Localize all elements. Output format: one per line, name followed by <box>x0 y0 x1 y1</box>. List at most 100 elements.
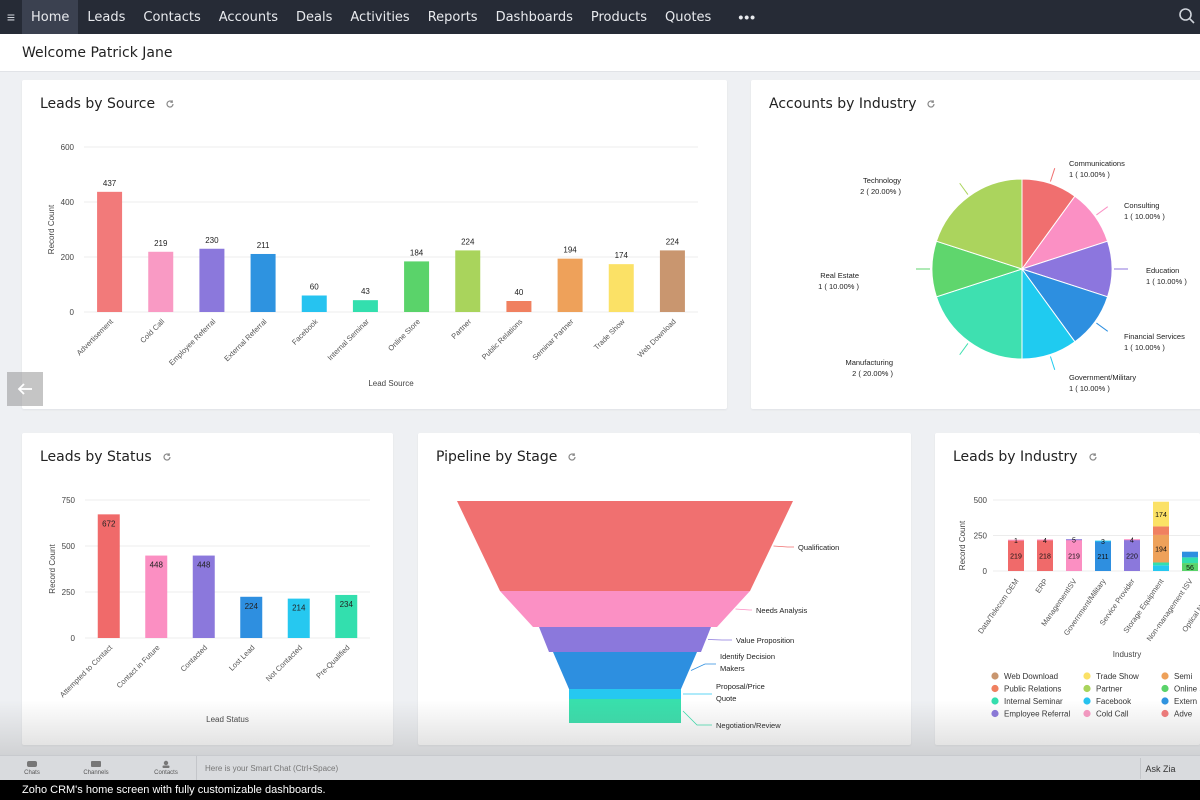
refresh-icon[interactable] <box>1088 452 1098 462</box>
bar <box>455 250 481 312</box>
bar-segment <box>1153 526 1169 535</box>
leader-line <box>682 710 712 726</box>
search-icon[interactable] <box>1178 7 1196 25</box>
bar <box>192 555 215 638</box>
more-icon[interactable]: ••• <box>738 9 757 25</box>
legend-swatch <box>1161 684 1169 693</box>
y-tick-label: 600 <box>61 143 75 152</box>
nav-dashboards[interactable]: Dashboards <box>495 9 573 25</box>
legend-label: Facebook <box>1096 697 1132 706</box>
nav-home[interactable]: Home <box>22 0 79 34</box>
legend-label: Partner <box>1096 685 1123 694</box>
stage-label: Needs Analysis <box>756 606 808 615</box>
x-tick-label: Public Relations <box>480 317 525 362</box>
contacts-button[interactable]: Contacts <box>152 760 180 776</box>
data-label: 224 <box>666 237 680 246</box>
legend-label: Extern <box>1174 697 1197 706</box>
bar <box>250 253 276 312</box>
x-tick-label: Web Download <box>636 317 678 359</box>
menu-icon[interactable]: ≡ <box>6 9 16 25</box>
bar-segment <box>1095 541 1111 571</box>
legend-swatch <box>1083 697 1091 705</box>
legend-swatch <box>991 672 999 680</box>
x-tick-label: Seminar Partner <box>531 317 576 362</box>
y-tick-label: 0 <box>70 308 75 317</box>
segment-label: 1 <box>1014 538 1018 545</box>
x-tick-label: Partner <box>449 317 473 341</box>
nav-reports[interactable]: Reports <box>427 9 478 25</box>
back-arrow-button[interactable] <box>7 372 43 406</box>
smart-chat-input[interactable]: Here is your Smart Chat (Ctrl+Space) <box>196 756 1136 780</box>
slice-value: 1 ( 10.00% ) <box>1124 343 1165 352</box>
bar <box>506 301 532 312</box>
legend-label: Adve <box>1174 710 1193 719</box>
x-tick-label: Not Contacted <box>264 643 304 683</box>
slice-label: Financial Services <box>1124 332 1185 341</box>
y-tick-label: 500 <box>974 496 988 505</box>
bar-segment <box>1066 539 1082 541</box>
bar-segment <box>1153 562 1169 566</box>
bar <box>287 598 310 638</box>
refresh-icon[interactable] <box>926 99 936 109</box>
chats-label: Chats <box>24 770 40 776</box>
card-title: Pipeline by Stage <box>436 449 577 465</box>
y-axis-label: Record Count <box>47 204 56 254</box>
channels-button[interactable]: Channels <box>82 760 110 776</box>
nav-accounts[interactable]: Accounts <box>218 9 279 25</box>
funnel-stage <box>500 591 750 627</box>
data-label: 448 <box>150 561 164 570</box>
x-tick-label: Contacted <box>179 643 210 674</box>
y-tick-label: 250 <box>62 588 76 597</box>
data-label: 224 <box>245 602 259 611</box>
x-tick-label: Attempted to Contact <box>58 642 115 699</box>
y-tick-label: 400 <box>61 198 75 207</box>
welcome-text: Welcome Patrick Jane <box>22 44 173 61</box>
legend-swatch <box>1161 697 1169 705</box>
y-tick-label: 0 <box>71 634 76 643</box>
slice-value: 1 ( 10.00% ) <box>1069 170 1110 179</box>
slice-label: Consulting <box>1124 201 1159 210</box>
funnel-stage <box>457 501 793 591</box>
x-tick-label: Employee Referral <box>167 317 218 368</box>
funnel-stage <box>569 699 681 723</box>
legend-label: Trade Show <box>1096 672 1139 681</box>
refresh-icon[interactable] <box>165 99 175 109</box>
card-title: Leads by Source <box>40 96 175 112</box>
leads-by-status-chart: 0 250 500 750 672 Attempted to Contact 448 Cont… <box>48 496 370 724</box>
ask-zia-button[interactable]: Ask Zia <box>1140 758 1180 779</box>
bottom-shade <box>0 700 1200 755</box>
video-caption: Zoho CRM's home screen with fully custom… <box>0 780 1200 800</box>
nav-contacts[interactable]: Contacts <box>143 9 201 25</box>
segment-label: 194 <box>1155 547 1167 554</box>
nav-deals[interactable]: Deals <box>296 9 333 25</box>
bar-segment <box>1008 539 1024 541</box>
legend-label: Internal Seminar <box>1004 697 1063 706</box>
segment-label: 4 <box>1130 537 1134 544</box>
segment-label: 4 <box>1043 538 1047 545</box>
leads-by-source-chart: 0 200 400 600 437 Advertisement 219 Cold Call 23… <box>47 143 698 388</box>
segment-label: 5 <box>1072 538 1076 545</box>
stage-label-line: Identify Decision <box>720 652 775 661</box>
segment-label: 218 <box>1039 554 1051 561</box>
slice-label: Government/Military <box>1069 373 1136 382</box>
legend-label: Web Download <box>1004 672 1058 681</box>
bar <box>608 264 634 312</box>
refresh-icon[interactable] <box>567 452 577 462</box>
data-label: 174 <box>615 251 629 260</box>
stage-label: Qualification <box>798 543 839 552</box>
nav-activities[interactable]: Activities <box>350 9 410 25</box>
nav-quotes[interactable]: Quotes <box>665 9 712 25</box>
nav-leads[interactable]: Leads <box>87 9 126 25</box>
data-label: 437 <box>103 179 117 188</box>
chats-button[interactable]: Chats <box>18 760 46 776</box>
slice-label: Technology <box>863 176 901 185</box>
legend-swatch <box>1161 672 1169 680</box>
x-tick-label: External Referral <box>222 317 268 363</box>
data-label: 219 <box>154 239 168 248</box>
pipeline-by-stage-chart: Qualification Needs Analysis Value Proposi… <box>457 501 839 730</box>
refresh-icon[interactable] <box>162 452 172 462</box>
leads-by-source-title: Leads by Source <box>40 96 156 112</box>
nav-products[interactable]: Products <box>590 9 648 25</box>
leader-line <box>1096 322 1109 332</box>
top-nav: ≡ Home Leads Contacts Accounts Deals Activiti… <box>0 0 1200 34</box>
